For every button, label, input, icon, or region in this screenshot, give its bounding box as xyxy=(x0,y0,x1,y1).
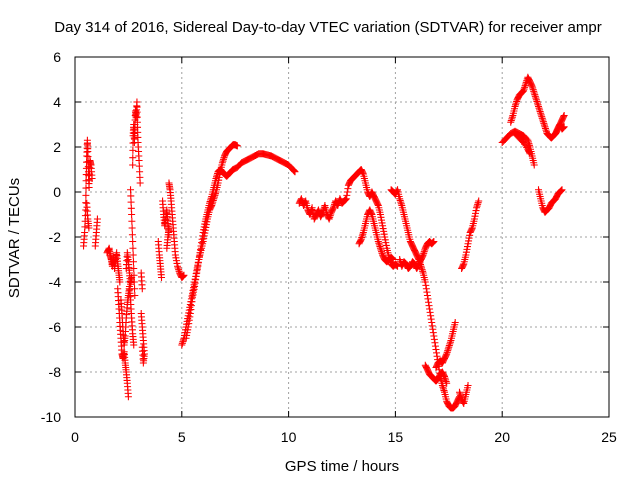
y-tick-labels: -10 -8 -6 -4 -2 0 2 4 6 xyxy=(41,49,61,425)
x-tick-label: 10 xyxy=(281,429,297,445)
data-point xyxy=(130,341,138,349)
data-point xyxy=(127,186,135,194)
data-point xyxy=(464,382,472,389)
data-point xyxy=(130,271,138,279)
y-tick-label: -4 xyxy=(49,274,62,290)
x-tick-labels: 0 5 10 15 20 25 xyxy=(71,429,617,445)
data-point xyxy=(116,278,124,286)
grid-lines xyxy=(75,57,609,417)
data-point xyxy=(558,186,566,194)
y-tick-label: -8 xyxy=(49,364,62,380)
data-point xyxy=(127,204,135,212)
y-tick-label: 0 xyxy=(53,184,61,200)
data-point xyxy=(128,231,136,239)
x-tick-label: 25 xyxy=(601,429,617,445)
x-tick-label: 5 xyxy=(178,429,186,445)
data-point xyxy=(526,150,534,158)
data-point xyxy=(130,265,138,272)
data-point xyxy=(291,168,299,176)
data-point xyxy=(138,343,146,351)
x-tick-label: 20 xyxy=(494,429,510,445)
data-point xyxy=(128,211,136,218)
data-point xyxy=(138,285,146,293)
data-point xyxy=(127,198,135,206)
chart-title: Day 314 of 2016, Sidereal Day-to-day VTE… xyxy=(54,19,601,36)
data-point xyxy=(129,161,137,169)
data-points xyxy=(80,73,568,412)
y-tick-label: -10 xyxy=(41,409,61,425)
data-point xyxy=(129,154,137,162)
data-point xyxy=(128,217,136,225)
data-point xyxy=(131,285,139,293)
data-point xyxy=(82,191,90,199)
data-point xyxy=(136,179,144,187)
x-tick-label: 0 xyxy=(71,429,79,445)
y-tick-label: -2 xyxy=(49,229,62,245)
data-point xyxy=(560,123,568,131)
data-point xyxy=(83,158,91,166)
x-axis-label: GPS time / hours xyxy=(285,458,399,475)
data-point xyxy=(233,142,241,150)
data-point xyxy=(131,292,139,299)
data-point xyxy=(129,258,137,266)
data-point xyxy=(180,271,188,279)
data-point xyxy=(158,274,166,281)
data-point xyxy=(129,146,137,154)
data-point xyxy=(475,197,483,205)
data-point xyxy=(93,215,101,223)
data-point xyxy=(128,224,136,232)
data-point xyxy=(85,224,93,232)
data-point xyxy=(127,192,135,200)
data-point xyxy=(389,256,397,263)
y-tick-label: 6 xyxy=(53,49,61,65)
plot-frame xyxy=(74,56,610,418)
data-point xyxy=(530,161,538,169)
data-point xyxy=(124,393,132,401)
data-point xyxy=(82,199,90,207)
data-point xyxy=(430,238,438,245)
data-point xyxy=(82,184,90,192)
y-tick-label: 4 xyxy=(53,94,61,110)
y-tick-label: -6 xyxy=(49,319,62,335)
data-point xyxy=(560,112,568,119)
y-axis-label: SDTVAR / TECUs xyxy=(6,178,23,298)
data-point xyxy=(129,251,137,259)
data-point xyxy=(88,175,96,182)
data-point xyxy=(451,319,459,326)
data-point xyxy=(85,184,93,191)
x-tick-label: 15 xyxy=(388,429,404,445)
data-point xyxy=(443,379,451,387)
data-point xyxy=(129,139,137,147)
y-tick-label: 2 xyxy=(53,139,61,155)
data-point xyxy=(130,278,138,286)
data-point xyxy=(129,244,137,252)
data-point xyxy=(129,238,137,245)
